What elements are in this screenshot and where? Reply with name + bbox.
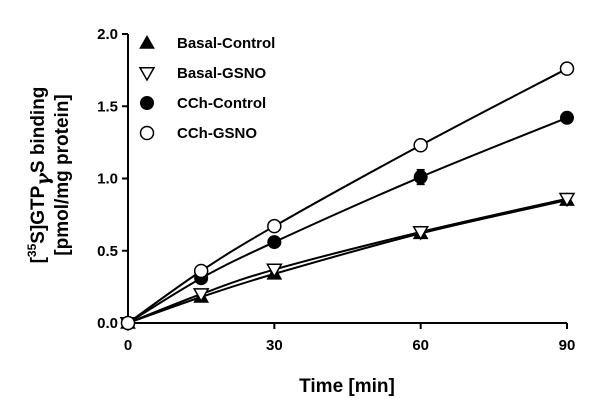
- data-point: [267, 235, 282, 250]
- y-tick-label: 0.5: [97, 243, 118, 260]
- legend: Basal-Control Basal-GSNO CCh-Control CCh-GS…: [138, 34, 275, 142]
- series-line: [127, 116, 568, 324]
- legend-marker: [138, 67, 156, 82]
- data-point: [558, 192, 576, 208]
- data-point: [193, 263, 209, 279]
- legend-label: Basal-GSNO: [177, 65, 267, 82]
- series-line: [127, 67, 568, 324]
- data-point: [559, 61, 575, 76]
- y-tick-label: 1.5: [97, 98, 118, 115]
- x-axis-title: Time [min]: [299, 376, 395, 397]
- y-axis-title-bracket: [: [28, 256, 49, 263]
- x-ticks: 0 30 60 90: [124, 323, 576, 354]
- data-point: [560, 110, 574, 125]
- series-cch-control: [121, 110, 574, 330]
- y-axis-title-part-a: S]GTP: [28, 185, 49, 243]
- data-point: [192, 288, 210, 303]
- series-line: [127, 197, 568, 324]
- legend-marker: [139, 34, 155, 49]
- x-tick-label: 90: [559, 337, 576, 354]
- x-tick-label: 30: [266, 337, 283, 354]
- data-point: [413, 170, 428, 185]
- legend-marker: [140, 96, 154, 110]
- y-ticks: 0.0 0.5 1.0 1.5 2.0: [97, 26, 128, 332]
- x-tick-label: 60: [412, 337, 429, 354]
- y-axis-title-gamma: γ: [32, 172, 54, 186]
- y-tick-label: 2.0: [97, 26, 118, 43]
- data-point: [412, 225, 429, 241]
- series-cch-gsno: [120, 61, 575, 331]
- series-basal-control: [120, 192, 575, 329]
- legend-item: Basal-Control: [139, 34, 275, 52]
- legend-item: Basal-GSNO: [138, 65, 267, 82]
- y-tick-label: 1.0: [97, 171, 118, 188]
- y-axis-title-line1: [35S]GTPγS binding: [25, 87, 54, 264]
- legend-item: CCh-GSNO: [139, 125, 257, 142]
- x-tick-label: 0: [124, 337, 132, 354]
- series-layer: [119, 61, 576, 332]
- legend-item: CCh-Control: [140, 95, 266, 112]
- data-point: [120, 315, 136, 331]
- data-point: [266, 263, 283, 279]
- y-tick-label: 0.0: [97, 315, 118, 332]
- series-line: [127, 199, 568, 324]
- data-point: [267, 218, 282, 234]
- y-axis-title-part-b: S binding: [28, 87, 49, 174]
- legend-label: Basal-Control: [177, 35, 275, 52]
- data-point: [413, 138, 428, 153]
- legend-label: CCh-Control: [177, 95, 266, 112]
- y-axis-title-line2: [pmol/mg protein]: [52, 94, 73, 255]
- legend-label: CCh-GSNO: [177, 125, 257, 142]
- series-basal-gsno: [119, 192, 576, 332]
- y-axis-title: [35S]GTPγS binding [pmol/mg protein]: [25, 87, 73, 264]
- y-axis-title-superscript: 35: [25, 243, 39, 257]
- legend-marker: [139, 125, 155, 141]
